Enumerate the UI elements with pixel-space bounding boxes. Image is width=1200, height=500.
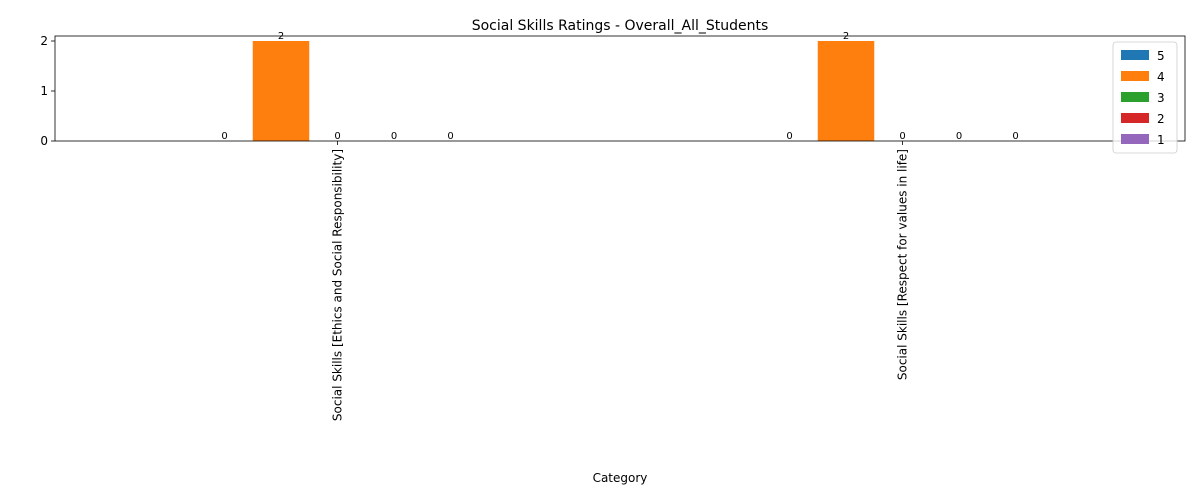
legend: 5 4 3 2 1 <box>1112 41 1178 154</box>
bar-4-1 <box>252 41 310 141</box>
plot-area: 0 0 2 2 0 0 0 0 0 0 <box>54 31 1186 142</box>
data-label: 0 <box>786 131 792 142</box>
x-axis-label: Category <box>593 471 648 485</box>
legend-entry-2: 2 <box>1157 112 1165 126</box>
x-tick-label: Social Skills [Ethics and Social Respons… <box>331 149 345 421</box>
legend-entry-4: 4 <box>1157 70 1165 84</box>
data-label: 0 <box>391 131 397 142</box>
legend-entry-5: 5 <box>1157 49 1165 63</box>
data-label: 0 <box>447 131 453 142</box>
legend-swatch-5 <box>1121 50 1149 60</box>
x-axis: Social Skills [Ethics and Social Respons… <box>331 141 910 421</box>
legend-entry-1: 1 <box>1157 133 1165 147</box>
data-label: 2 <box>843 31 849 42</box>
chart-title: Social Skills Ratings - Overall_All_Stud… <box>472 18 769 34</box>
legend-swatch-4 <box>1121 71 1149 81</box>
x-tick-label: Social Skills [Respect for values in lif… <box>896 149 910 380</box>
data-label: 0 <box>334 131 340 142</box>
y-tick-label: 1 <box>40 84 48 98</box>
data-label: 2 <box>278 31 284 42</box>
bar-4-2 <box>817 41 875 141</box>
data-label: 0 <box>899 131 905 142</box>
legend-swatch-1 <box>1121 134 1149 144</box>
y-tick-label: 0 <box>40 134 48 148</box>
data-label: 0 <box>1012 131 1018 142</box>
legend-swatch-3 <box>1121 92 1149 102</box>
plot-frame <box>54 35 1186 142</box>
legend-entry-3: 3 <box>1157 91 1165 105</box>
data-label: 0 <box>221 131 227 142</box>
y-tick-label: 2 <box>40 34 48 48</box>
data-label: 0 <box>956 131 962 142</box>
y-axis: 0 1 2 <box>40 34 55 148</box>
legend-swatch-2 <box>1121 113 1149 123</box>
